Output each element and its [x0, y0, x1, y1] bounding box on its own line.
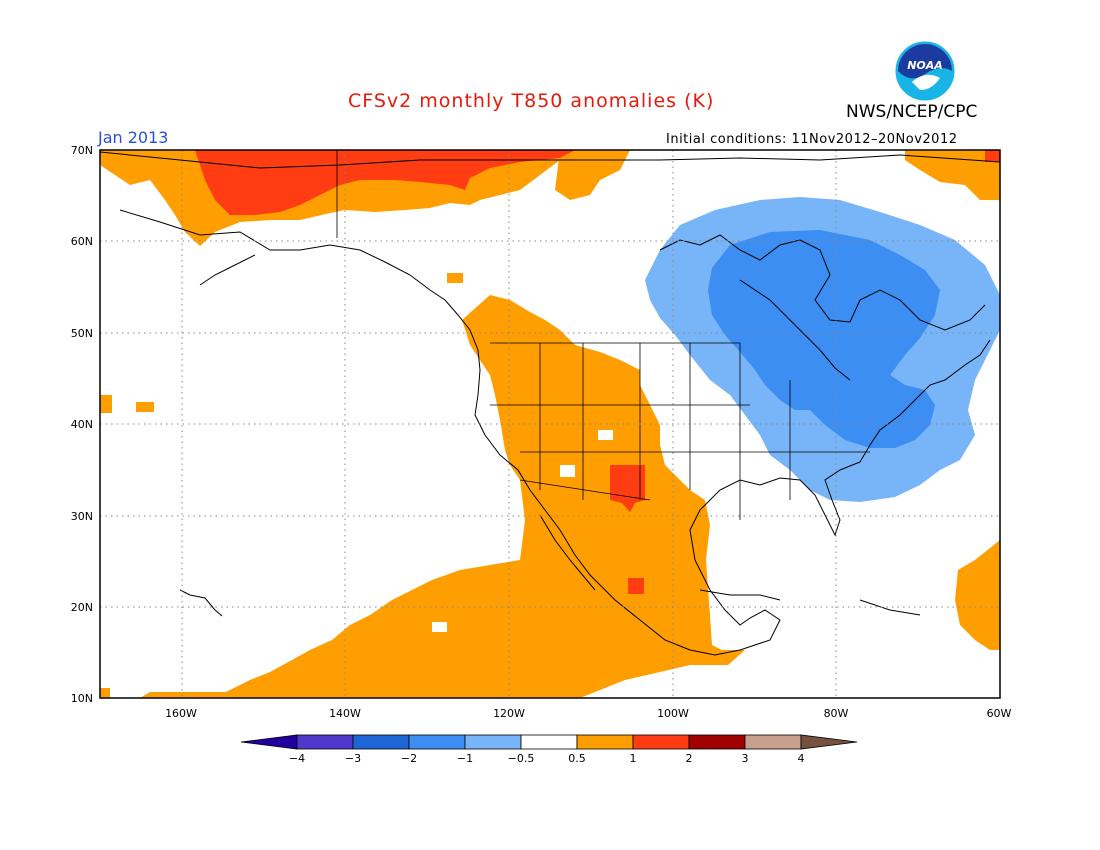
- legend-swatch: [576, 734, 634, 750]
- lat-label: 20N: [71, 601, 93, 614]
- lon-label: 160W: [165, 707, 197, 720]
- lat-label: 50N: [71, 327, 93, 340]
- legend-arrow-high: [800, 734, 858, 750]
- legend-tick-label: 3: [742, 752, 749, 765]
- legend-tick-label: 4: [798, 752, 805, 765]
- lon-label: 140W: [329, 707, 361, 720]
- lat-label: 60N: [71, 235, 93, 248]
- lon-label: 120W: [493, 707, 525, 720]
- legend-swatch: [632, 734, 690, 750]
- map-frame: [99, 149, 1001, 699]
- initial-conditions: Initial conditions: 11Nov2012–20Nov2012: [666, 132, 958, 147]
- legend-swatch: [464, 734, 522, 750]
- legend-swatch: [408, 734, 466, 750]
- lat-label: 40N: [71, 418, 93, 431]
- legend-swatch: [688, 734, 746, 750]
- chart-title: CFSv2 monthly T850 anomalies (K): [348, 90, 715, 112]
- legend-tick-label: −0.5: [508, 752, 535, 765]
- lon-label: 60W: [987, 707, 1012, 720]
- lat-label: 10N: [71, 692, 93, 705]
- legend-tick-label: 0.5: [568, 752, 586, 765]
- lat-label: 70N: [71, 144, 93, 157]
- lon-label: 100W: [657, 707, 689, 720]
- legend-arrow-low: [240, 734, 298, 750]
- color-legend: −4 −3 −2 −1 −0.5 0.5 1 2 3 4: [240, 734, 858, 765]
- lat-label: 30N: [71, 510, 93, 523]
- agency-label: NWS/NCEP/CPC: [846, 102, 978, 122]
- anomaly-field: [100, 150, 1000, 698]
- noaa-logo: NOAA: [894, 40, 956, 102]
- legend-tick-label: −1: [457, 752, 473, 765]
- lat-axis: 70N 60N 50N 40N 30N 20N 10N: [71, 144, 93, 705]
- legend-tick-label: 2: [686, 752, 693, 765]
- lon-label: 80W: [824, 707, 849, 720]
- forecast-month: Jan 2013: [98, 128, 169, 147]
- legend-swatch: [744, 734, 802, 750]
- near-zero-holes: [432, 430, 613, 632]
- legend-tick-label: −4: [289, 752, 305, 765]
- legend-tick-label: 1: [630, 752, 637, 765]
- legend-swatch: [520, 734, 578, 750]
- noaa-logo-text: NOAA: [907, 59, 943, 72]
- legend-tick-label: −3: [345, 752, 361, 765]
- graticule: [100, 150, 1000, 698]
- lon-axis: 160W 140W 120W 100W 80W 60W: [165, 707, 1011, 720]
- negative-anomaly-1-2: [708, 230, 940, 448]
- noaa-logo-graphic: [894, 40, 956, 102]
- political-borders: [336, 150, 870, 520]
- legend-swatch: [352, 734, 410, 750]
- legend-tick-label: −2: [401, 752, 417, 765]
- positive-anomaly-1-2: [195, 150, 1000, 594]
- coastlines: [100, 151, 1000, 656]
- legend-swatch: [296, 734, 354, 750]
